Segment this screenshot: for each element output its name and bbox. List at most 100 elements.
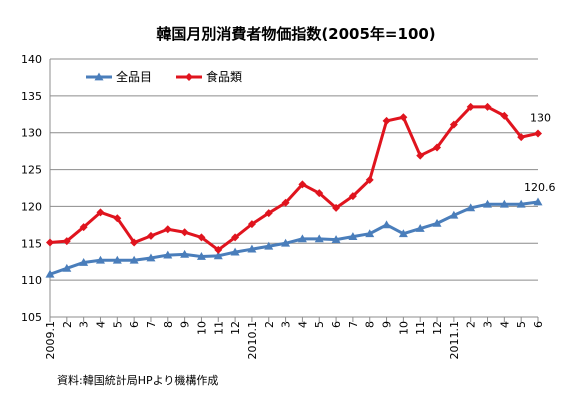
data-point-diamond (130, 238, 139, 247)
x-tick-label: 9 (381, 321, 394, 328)
data-point-diamond (146, 231, 155, 240)
data-point-triangle (213, 251, 223, 260)
grid-lines (50, 58, 538, 281)
x-tick-label: 7 (145, 321, 158, 328)
series-food (46, 102, 542, 254)
source-note: 資料:韓国統計局HPより機構作成 (57, 373, 218, 387)
data-point-diamond (416, 151, 425, 160)
x-tick-label: 10 (195, 321, 208, 335)
data-point-diamond (247, 220, 256, 229)
y-tick-label: 135 (21, 90, 42, 103)
data-point-triangle (483, 199, 493, 208)
x-tick-label: 11 (414, 321, 427, 335)
data-point-diamond (500, 111, 509, 120)
data-point-triangle (533, 197, 543, 206)
data-point-triangle (230, 247, 240, 256)
series-line (49, 105, 539, 252)
data-point-diamond (96, 208, 105, 217)
data-point-triangle (94, 72, 104, 81)
data-point-triangle (95, 255, 105, 264)
data-point-diamond (399, 113, 408, 122)
x-tick-label: 2 (465, 321, 478, 328)
data-point-triangle (180, 249, 190, 258)
x-tick-label: 12 (229, 321, 242, 335)
data-point-triangle (62, 263, 72, 272)
data-label: 120.6 (524, 181, 556, 194)
data-point-triangle (449, 210, 459, 219)
data-point-triangle (314, 234, 324, 243)
x-tick-label: 6 (532, 321, 545, 328)
legend-item: 食品類 (176, 69, 242, 84)
data-point-triangle (432, 218, 442, 227)
data-point-diamond (62, 237, 71, 246)
series-layer (45, 102, 543, 278)
x-tick-label: 3 (78, 321, 91, 328)
data-point-triangle (79, 257, 89, 266)
chart-title: 韓国月別消費者物価指数(2005年=100) (156, 25, 435, 43)
data-point-diamond (79, 223, 88, 232)
data-point-diamond (534, 129, 542, 138)
data-point-triangle (348, 232, 358, 241)
x-tick-label: 2 (61, 321, 74, 328)
x-tick-label: 5 (313, 321, 326, 328)
x-tick-label: 4 (498, 321, 511, 328)
x-tick-label: 11 (212, 321, 225, 335)
y-tick-label: 130 (21, 127, 42, 140)
x-tick-label: 2009.1 (44, 321, 57, 360)
x-tick-label: 2011.1 (448, 321, 461, 360)
y-tick-label: 140 (21, 53, 42, 66)
data-point-diamond (449, 120, 458, 129)
data-point-diamond (517, 133, 526, 142)
data-point-triangle (466, 203, 476, 212)
x-tick-label: 9 (179, 321, 192, 328)
x-tick-label: 8 (162, 321, 175, 328)
data-point-triangle (129, 255, 139, 264)
data-point-diamond (433, 143, 442, 152)
x-tick-label: 10 (397, 321, 410, 335)
data-point-diamond (197, 233, 206, 242)
data-point-triangle (264, 241, 274, 250)
x-tick-label: 3 (280, 321, 293, 328)
data-point-triangle (247, 244, 257, 253)
data-point-triangle (196, 252, 206, 260)
data-point-diamond (46, 238, 54, 247)
x-tick-label: 8 (364, 321, 377, 328)
data-point-diamond (163, 225, 172, 234)
x-tick-label: 5 (111, 321, 124, 328)
data-point-triangle (365, 229, 375, 238)
data-point-diamond (483, 102, 492, 111)
x-tick-label: 2010.1 (246, 321, 259, 360)
data-point-diamond (332, 203, 341, 212)
y-tick-label: 125 (21, 164, 42, 177)
data-point-diamond (281, 198, 290, 207)
data-point-triangle (146, 253, 156, 262)
legend-label: 全品目 (116, 69, 152, 84)
data-point-triangle (45, 269, 55, 278)
data-point-diamond (315, 189, 324, 198)
legend-item: 全品目 (86, 69, 152, 84)
y-tick-label: 115 (21, 237, 42, 250)
y-tick-label: 120 (21, 200, 42, 213)
series-line (49, 200, 539, 276)
y-tick-label: 105 (21, 311, 42, 324)
x-tick-label: 6 (330, 321, 343, 328)
data-point-diamond (348, 192, 357, 201)
data-point-triangle (297, 234, 307, 243)
data-point-diamond (231, 233, 240, 242)
x-tick-label: 4 (296, 321, 309, 328)
x-tick-label: 2 (263, 321, 276, 328)
data-point-triangle (281, 238, 291, 247)
y-tick-label: 110 (21, 274, 42, 287)
data-labels: 130 120.6 (524, 111, 556, 194)
data-label: 130 (530, 111, 551, 124)
series-all-items (45, 197, 543, 278)
data-point-diamond (264, 209, 273, 218)
x-tick-label: 3 (482, 321, 495, 328)
data-point-triangle (516, 199, 526, 208)
legend-label: 食品類 (206, 69, 242, 84)
legend: 全品目 食品類 (86, 69, 242, 84)
x-tick-label: 5 (515, 321, 528, 328)
x-tick-label: 12 (431, 321, 444, 335)
